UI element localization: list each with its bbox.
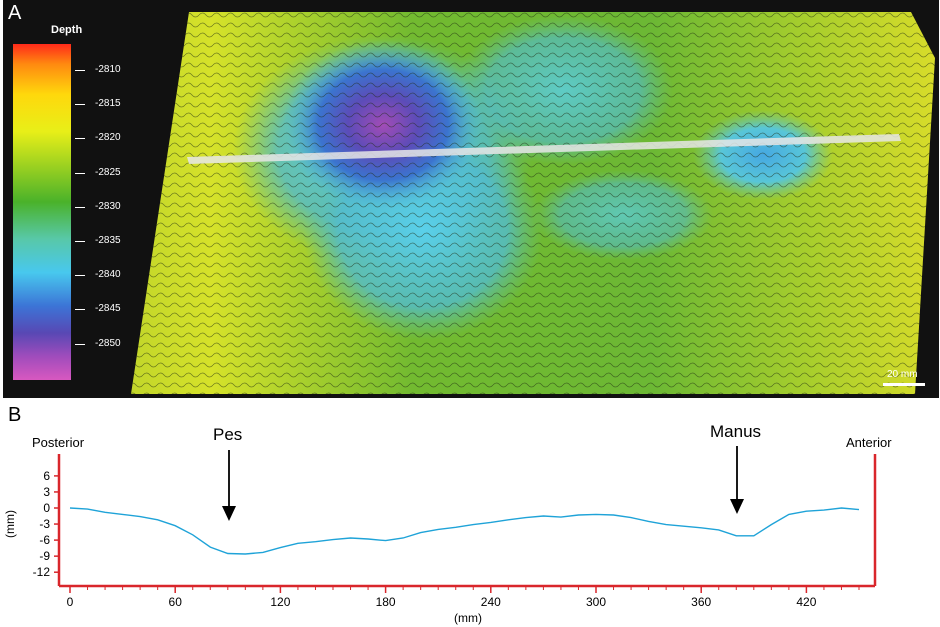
depth-color-scale [13, 44, 71, 380]
scale-bar [883, 383, 925, 386]
x-tick-label: 360 [691, 595, 711, 609]
legend-tick-label: -2850 [95, 337, 121, 349]
legend-tick-label: -2820 [95, 132, 121, 144]
legend-tick-label: -2825 [95, 166, 121, 178]
manus-label: Manus [710, 422, 761, 441]
posterior-label: Posterior [32, 435, 85, 450]
x-tick-label: 240 [481, 595, 501, 609]
panel-b-letter: B [8, 404, 22, 426]
manus-arrow [730, 446, 744, 514]
legend-tick-label: -2815 [95, 98, 121, 110]
depth-profile-chart: Posterior Anterior Pes Manus 6 3 0 -3 -6 -9 -1… [3, 422, 892, 625]
y-axis-label: (mm) [3, 510, 17, 538]
legend-tick-mark [75, 241, 85, 242]
y-tick-label: 0 [43, 501, 50, 515]
panel-a-letter: A [8, 2, 22, 24]
depth-map-panel: Depth -2810 -2815 -2820 -2825 -2830 -2835 -284… [3, 0, 939, 398]
y-tick-label: -3 [39, 517, 50, 531]
x-tick-label: 300 [586, 595, 606, 609]
anterior-label: Anterior [846, 435, 892, 450]
legend-tick-mark [75, 138, 85, 140]
legend-title: Depth [51, 24, 83, 36]
legend-tick-mark [75, 309, 85, 311]
pes-arrow [222, 450, 236, 521]
x-axis-label: (mm) [454, 611, 482, 625]
legend-tick-label: -2835 [95, 235, 121, 246]
x-tick-label: 420 [796, 595, 816, 609]
y-tick-label: -6 [39, 533, 50, 547]
legend-tick-label: -2845 [95, 303, 121, 315]
y-tick-label: 6 [43, 469, 50, 483]
legend-tick-mark [75, 70, 85, 71]
depth-map-image [131, 12, 935, 394]
y-tick-label: -9 [39, 549, 50, 563]
legend-tick-mark [75, 104, 85, 106]
pes-label: Pes [213, 425, 242, 444]
y-tick-label: -12 [33, 565, 51, 579]
y-tick-label: 3 [43, 485, 50, 499]
legend-tick-label: -2840 [95, 269, 121, 281]
legend-tick-mark [75, 206, 85, 208]
x-tick-label: 120 [270, 595, 290, 609]
legend-tick-mark [75, 172, 85, 174]
x-tick-label: 60 [169, 595, 183, 609]
legend-tick-label: -2830 [95, 200, 121, 212]
x-tick-label: 180 [376, 595, 396, 609]
legend-tick-label: -2810 [95, 64, 121, 75]
profile-series-line [69, 507, 860, 555]
legend-tick-mark [75, 275, 85, 277]
legend-tick-mark [75, 343, 85, 345]
x-tick-label: 0 [67, 595, 74, 609]
scale-bar-label: 20 mm [887, 369, 918, 380]
